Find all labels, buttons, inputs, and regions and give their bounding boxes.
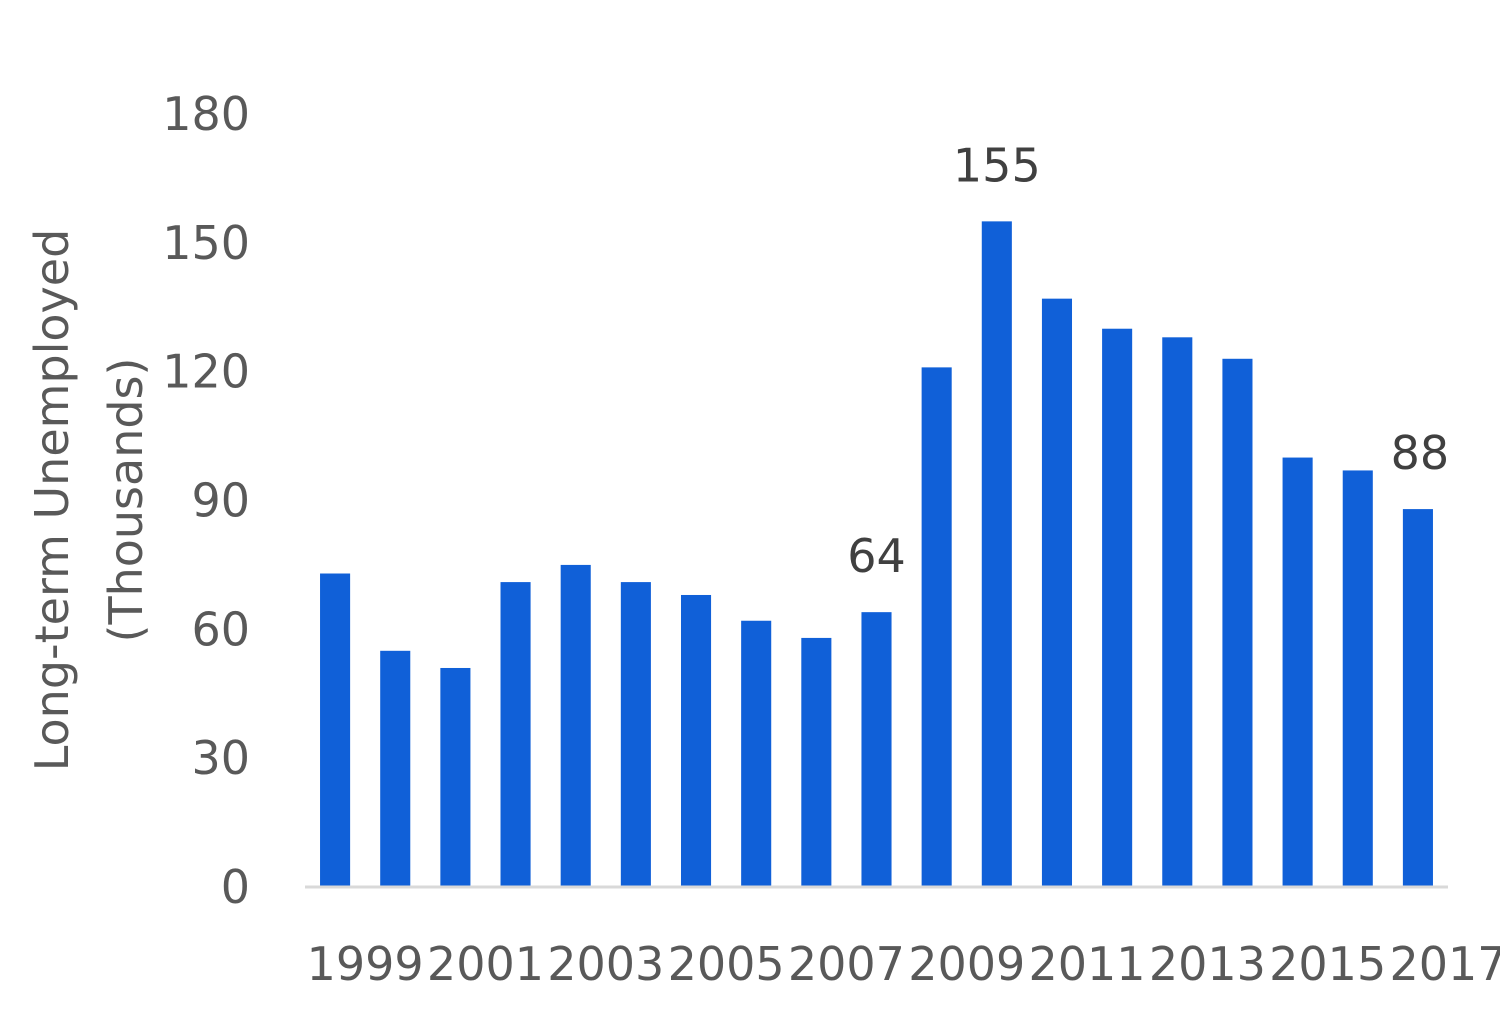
bar-2007 xyxy=(801,637,832,887)
data-label-2010: 155 xyxy=(953,138,1041,192)
y-tick-label: 90 xyxy=(191,474,250,528)
bar-2010 xyxy=(981,221,1012,888)
y-tick-label: 150 xyxy=(162,216,250,270)
x-axis-ticks: 1999 2001 2003 2005 2007 2009 2011 2013 2015 2017 xyxy=(307,937,1500,991)
bar-2004 xyxy=(620,582,651,887)
y-axis-ticks: 0 30 60 90 120 150 180 xyxy=(162,87,250,914)
bar-2013 xyxy=(1162,337,1193,887)
y-axis-title-line2: (Thousands) xyxy=(99,358,153,643)
y-axis-title-line1: Long-term Unemployed xyxy=(25,229,79,772)
x-tick-label: 2011 xyxy=(1029,937,1146,991)
y-tick-label: 180 xyxy=(162,87,250,141)
x-tick-label: 2013 xyxy=(1149,937,1266,991)
x-tick-label: 2001 xyxy=(427,937,544,991)
bar-2012 xyxy=(1102,328,1133,887)
bar-2017 xyxy=(1402,509,1433,887)
bar-2011 xyxy=(1041,298,1073,887)
bars xyxy=(320,221,1433,888)
x-tick-label: 2003 xyxy=(547,937,664,991)
bar-2016 xyxy=(1342,470,1373,887)
y-tick-label: 30 xyxy=(191,731,250,785)
bar-1999 xyxy=(320,573,351,887)
bar-2014 xyxy=(1222,358,1253,887)
data-labels: 64 155 88 xyxy=(847,138,1449,583)
bar-2015 xyxy=(1282,457,1313,887)
data-label-2008: 64 xyxy=(847,529,906,583)
data-label-2017: 88 xyxy=(1391,426,1450,480)
x-tick-label: 1999 xyxy=(307,937,424,991)
x-tick-label: 2015 xyxy=(1269,937,1386,991)
x-tick-label: 2005 xyxy=(668,937,785,991)
bar-2000 xyxy=(380,650,411,887)
bar-2009 xyxy=(921,367,952,888)
bar-2005 xyxy=(680,594,712,887)
y-tick-label: 120 xyxy=(162,345,250,399)
y-tick-label: 60 xyxy=(191,602,250,656)
bar-2002 xyxy=(500,582,531,887)
bar-2006 xyxy=(741,620,772,887)
x-tick-label: 2007 xyxy=(788,937,905,991)
bar-2008 xyxy=(861,612,892,887)
y-axis-title: Long-term Unemployed (Thousands) xyxy=(25,229,153,772)
x-tick-label: 2017 xyxy=(1389,937,1500,991)
x-tick-label: 2009 xyxy=(908,937,1025,991)
bar-2003 xyxy=(560,564,591,887)
y-tick-label: 0 xyxy=(221,860,250,914)
bar-2001 xyxy=(440,667,471,887)
